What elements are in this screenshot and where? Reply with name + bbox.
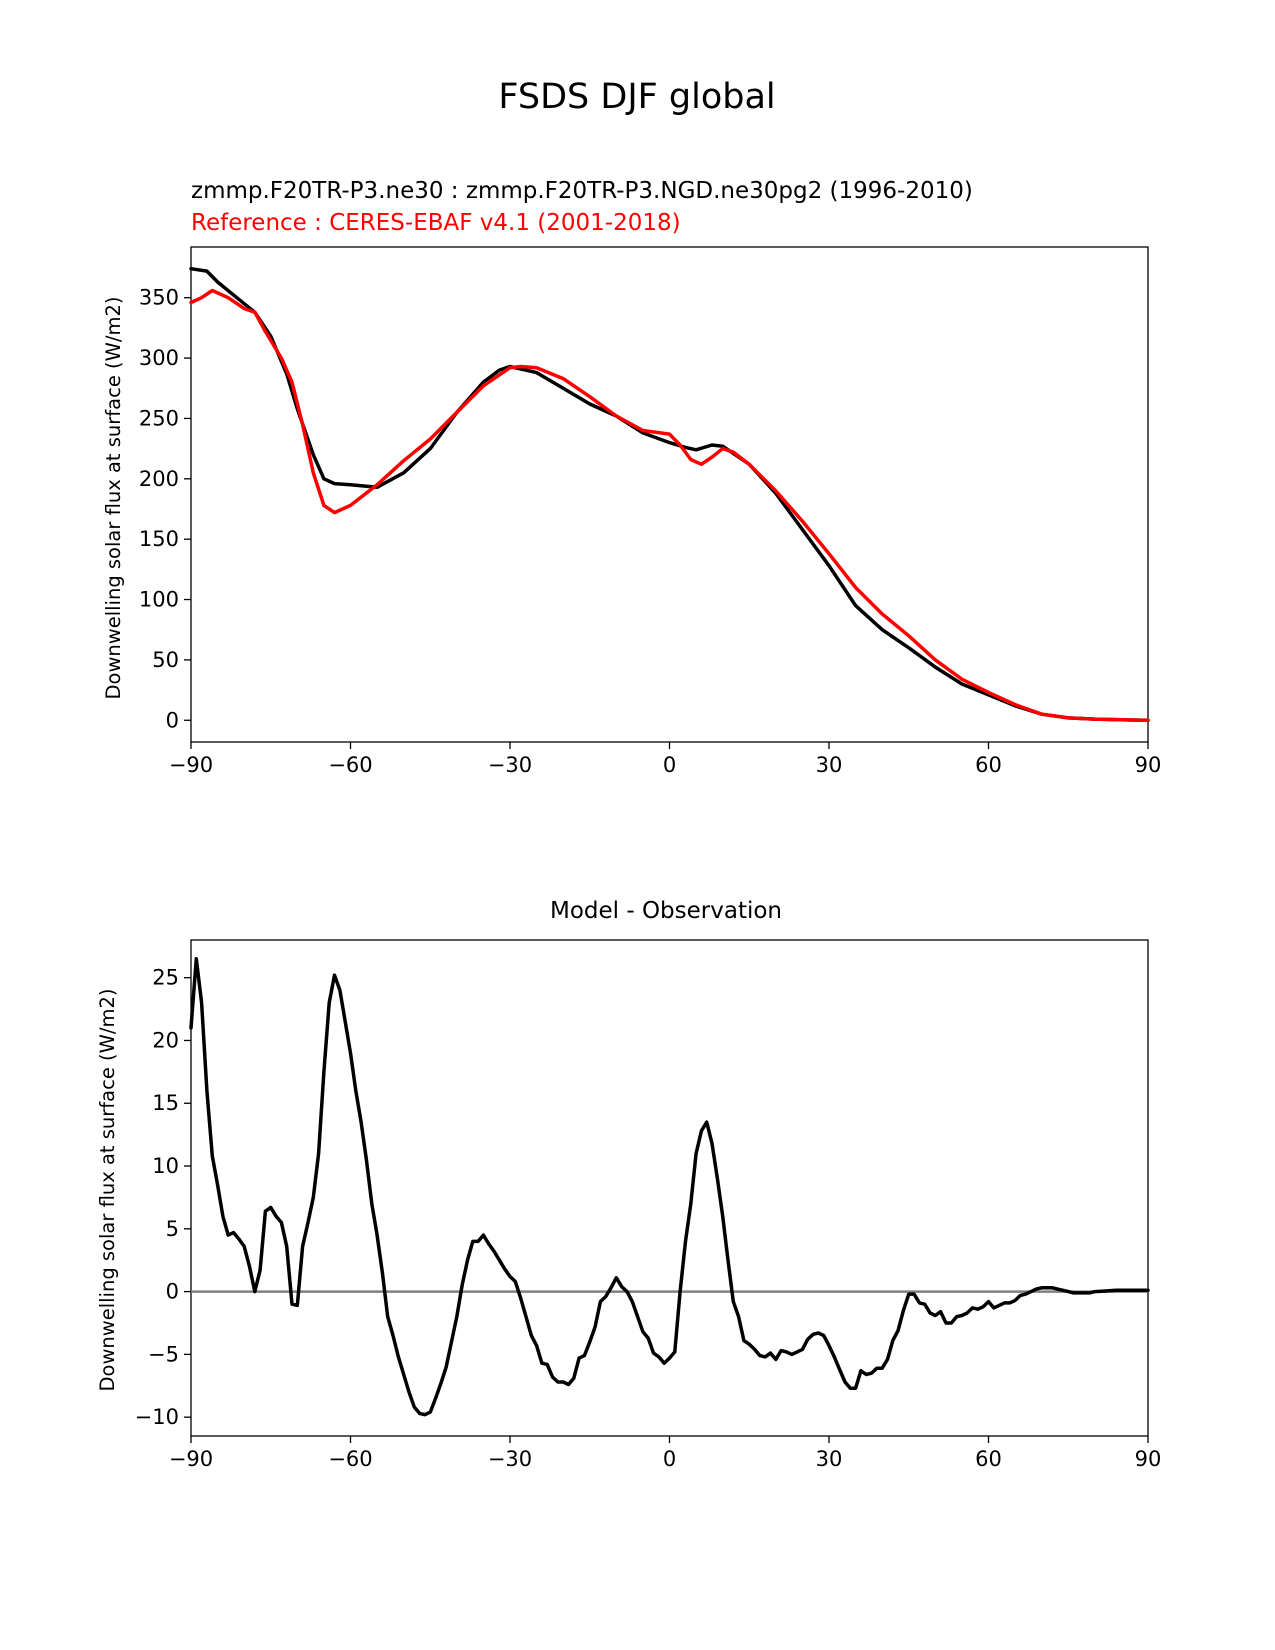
x-tick-label: 60 — [975, 1447, 1002, 1471]
bottom-plot-title: Model - Observation — [550, 898, 782, 924]
y-tick-label: 15 — [152, 1091, 179, 1115]
top-subtitle-test: zmmp.F20TR-P3.ne30 : zmmp.F20TR-P3.NGD.n… — [191, 178, 973, 204]
x-tick-label: 30 — [816, 753, 843, 777]
y-tick-label: 200 — [139, 467, 179, 491]
series-line-model — [189, 266, 1150, 723]
x-tick-label: 90 — [1135, 1447, 1162, 1471]
y-tick-label: 100 — [139, 588, 179, 612]
x-tick-label: −60 — [328, 1447, 372, 1471]
bottom-panel: Model - Observation Downwelling solar fl… — [96, 898, 1161, 1471]
top-plot-area: −90 −60 −30 0 30 60 90 0 50 100 150 200 250 300 350 — [139, 246, 1162, 777]
x-tick-label: −30 — [488, 1447, 532, 1471]
top-subtitle-reference: Reference : CERES-EBAF v4.1 (2001-2018) — [191, 210, 681, 236]
y-tick-label: 10 — [152, 1154, 179, 1178]
y-tick-label: 20 — [152, 1028, 179, 1052]
y-tick-label: 150 — [139, 527, 179, 551]
axes-frame — [190, 939, 1149, 1437]
y-tick-label: −5 — [148, 1342, 179, 1366]
x-tick-label: −30 — [488, 753, 532, 777]
x-tick-label: −60 — [328, 753, 372, 777]
x-tick-label: 90 — [1135, 753, 1162, 777]
axes-frame — [190, 246, 1149, 743]
y-tick-label: 300 — [139, 346, 179, 370]
x-tick-label: 0 — [663, 1447, 676, 1471]
bottom-plot-area: −90 −60 −30 0 30 60 90 −10 −5 0 5 10 15 20 25 — [135, 939, 1162, 1471]
x-tick-label: 60 — [975, 753, 1002, 777]
y-tick-label: −10 — [135, 1405, 179, 1429]
top-y-axis-label: Downwelling solar flux at surface (W/m2) — [102, 297, 125, 700]
y-tick-label: 350 — [139, 286, 179, 310]
y-tick-label: 50 — [152, 648, 179, 672]
y-tick-label: 0 — [166, 1280, 179, 1304]
x-tick-label: 30 — [816, 1447, 843, 1471]
figure-title: FSDS DJF global — [498, 77, 775, 117]
top-panel: zmmp.F20TR-P3.ne30 : zmmp.F20TR-P3.NGD.n… — [102, 178, 1161, 777]
bottom-y-axis-label: Downwelling solar flux at surface (W/m2) — [96, 989, 119, 1392]
y-tick-label: 250 — [139, 406, 179, 430]
x-tick-label: −90 — [169, 753, 213, 777]
y-tick-label: 5 — [166, 1217, 179, 1241]
y-tick-label: 25 — [152, 966, 179, 990]
y-tick-label: 0 — [166, 708, 179, 732]
series-line-reference — [189, 288, 1150, 723]
series-line-model — [189, 957, 1150, 1417]
x-tick-label: 0 — [663, 753, 676, 777]
x-tick-label: −90 — [169, 1447, 213, 1471]
